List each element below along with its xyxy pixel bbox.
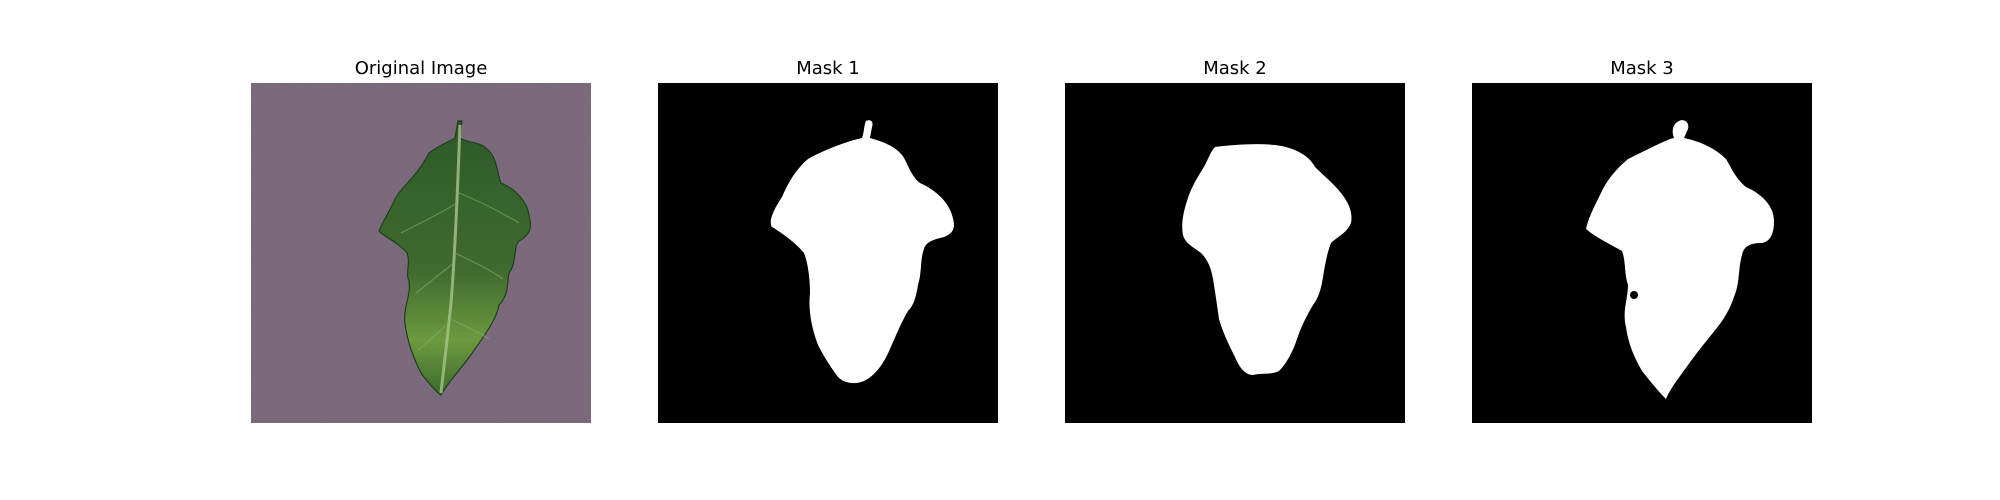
panel-title: Mask 1 <box>796 58 860 79</box>
original-image <box>251 83 591 423</box>
mask-speck <box>1639 298 1645 304</box>
panel-title: Mask 2 <box>1203 58 1267 79</box>
mask-2-image <box>1065 83 1405 423</box>
panel-original-image: Original Image <box>251 55 591 423</box>
leaf-midrib <box>439 124 462 394</box>
mask-region <box>770 120 954 384</box>
panel-mask-2: Mask 2 <box>1065 55 1405 423</box>
mask-3-image <box>1472 83 1812 423</box>
mask-region <box>1182 144 1352 375</box>
mask-1-image <box>658 83 998 423</box>
panel-mask-3: Mask 3 <box>1472 55 1812 423</box>
panel-mask-1: Mask 1 <box>658 55 998 423</box>
mask-hole <box>1630 291 1638 299</box>
panel-title: Original Image <box>354 58 488 79</box>
mask-region <box>1586 120 1774 399</box>
panel-title: Mask 3 <box>1610 58 1674 79</box>
